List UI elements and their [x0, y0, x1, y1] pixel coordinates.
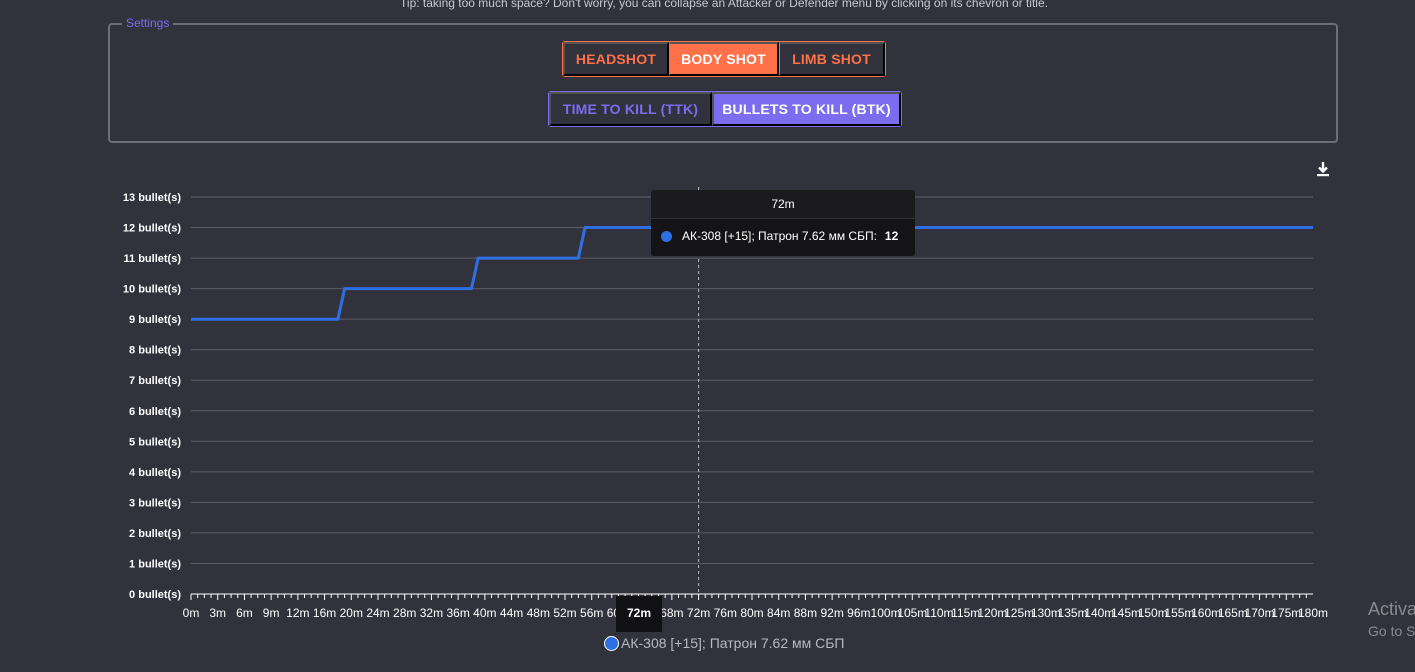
tooltip-row: АК-308 [+15]; Патрон 7.62 мм СБП: 12 — [651, 219, 915, 253]
x-tick-label: 32m — [420, 606, 443, 620]
x-tick-label: 80m — [740, 606, 763, 620]
y-tick-label: 13 bullet(s) — [123, 192, 181, 204]
mode-group: TIME TO KILL (TTK) BULLETS TO KILL (BTK) — [548, 91, 902, 127]
tooltip-value: 12 — [884, 229, 899, 243]
x-tick-label: 16m — [313, 606, 336, 620]
y-tick-label: 12 bullet(s) — [123, 223, 181, 235]
settings-legend: Settings — [122, 16, 174, 30]
x-tick-label: 28m — [393, 606, 416, 620]
btk-button[interactable]: BULLETS TO KILL (BTK) — [712, 92, 901, 126]
x-tick-label: 180m — [1298, 606, 1328, 620]
x-tick-label: 9m — [263, 606, 280, 620]
x-tick-label: 110m — [924, 606, 953, 620]
x-tick-label: 100m — [871, 606, 901, 620]
x-tick-label: 88m — [794, 606, 817, 620]
x-tick-label: 76m — [714, 606, 737, 620]
x-tick-label: 160m — [1191, 606, 1221, 620]
series-line — [191, 226, 1313, 321]
x-tick-label: 150m — [1138, 606, 1168, 620]
download-icon[interactable] — [1314, 160, 1332, 178]
x-tick-label: 3m — [209, 606, 226, 620]
x-tick-label: 170m — [1245, 606, 1275, 620]
legend-series-dot — [604, 635, 619, 651]
tooltip-series-label: АК-308 [+15]; Патрон 7.62 мм СБП: — [682, 229, 877, 243]
x-tick-label: 140m — [1084, 606, 1114, 620]
x-tick-label: 44m — [500, 606, 523, 620]
x-tick-label: 24m — [366, 606, 389, 620]
y-tick-label: 0 bullet(s) — [129, 589, 181, 601]
y-tick-label: 10 bullet(s) — [123, 284, 181, 296]
y-tick-label: 8 bullet(s) — [129, 345, 181, 357]
y-tick-label: 3 bullet(s) — [129, 497, 181, 509]
activate-watermark: Activa Go to S — [1368, 598, 1415, 642]
x-tick-label: 145m — [1111, 606, 1141, 620]
shot-type-group: HEADSHOT BODY SHOT LIMB SHOT — [562, 41, 886, 77]
y-tick-label: 9 bullet(s) — [129, 314, 181, 326]
x-tick-label: 48m — [527, 606, 550, 620]
chart-legend[interactable]: АК-308 [+15]; Патрон 7.62 мм СБП — [604, 635, 845, 651]
settings-panel: Settings HEADSHOT BODY SHOT LIMB SHOT TI… — [108, 16, 1338, 143]
x-tick-label: 40m — [473, 606, 496, 620]
x-tick-label: 52m — [553, 606, 576, 620]
y-tick-label: 6 bullet(s) — [129, 406, 181, 418]
tooltip-title: 72m — [651, 190, 915, 219]
x-tick-label: 92m — [820, 606, 843, 620]
y-tick-label: 1 bullet(s) — [129, 558, 181, 570]
x-tick-label: 135m — [1058, 606, 1088, 620]
ttk-button[interactable]: TIME TO KILL (TTK) — [549, 92, 712, 126]
x-tick-label: 36m — [446, 606, 469, 620]
y-tick-label: 4 bullet(s) — [129, 467, 181, 479]
x-tick-label: 6m — [236, 606, 253, 620]
x-tick-label: 72m — [687, 606, 710, 620]
x-tick-label: 130m — [1031, 606, 1061, 620]
chart-tooltip: 72m АК-308 [+15]; Патрон 7.62 мм СБП: 12 — [651, 190, 915, 256]
x-tick-label: 155m — [1164, 606, 1194, 620]
tooltip-series-dot — [661, 230, 672, 242]
crosshair-x-label: 72m — [616, 596, 662, 632]
x-tick-label: 120m — [977, 606, 1007, 620]
limb-shot-button[interactable]: LIMB SHOT — [779, 42, 885, 76]
x-tick-label: 84m — [767, 606, 790, 620]
x-tick-label: 20m — [340, 606, 363, 620]
watermark-line2: Go to S — [1368, 623, 1415, 639]
headshot-button[interactable]: HEADSHOT — [563, 42, 669, 76]
x-tick-label: 115m — [951, 606, 980, 620]
body-shot-button[interactable]: BODY SHOT — [669, 42, 779, 76]
x-tick-label: 68m — [660, 606, 683, 620]
x-tick-label: 0m — [183, 606, 200, 620]
x-tick-label: 105m — [897, 606, 927, 620]
legend-series-label: АК-308 [+15]; Патрон 7.62 мм СБП — [621, 635, 845, 651]
y-tick-label: 11 bullet(s) — [124, 253, 182, 265]
x-tick-label: 56m — [580, 606, 603, 620]
x-tick-label: 165m — [1218, 606, 1248, 620]
y-tick-label: 2 bullet(s) — [129, 528, 181, 540]
y-tick-label: 7 bullet(s) — [129, 375, 181, 387]
watermark-line1: Activa — [1368, 599, 1415, 619]
x-tick-label: 12m — [286, 606, 309, 620]
x-tick-label: 96m — [847, 606, 870, 620]
x-tick-label: 175m — [1271, 606, 1301, 620]
tip-text: Tip: taking too much space? Don't worry,… — [400, 0, 1048, 10]
y-tick-label: 5 bullet(s) — [129, 436, 181, 448]
x-tick-label: 125m — [1004, 606, 1034, 620]
